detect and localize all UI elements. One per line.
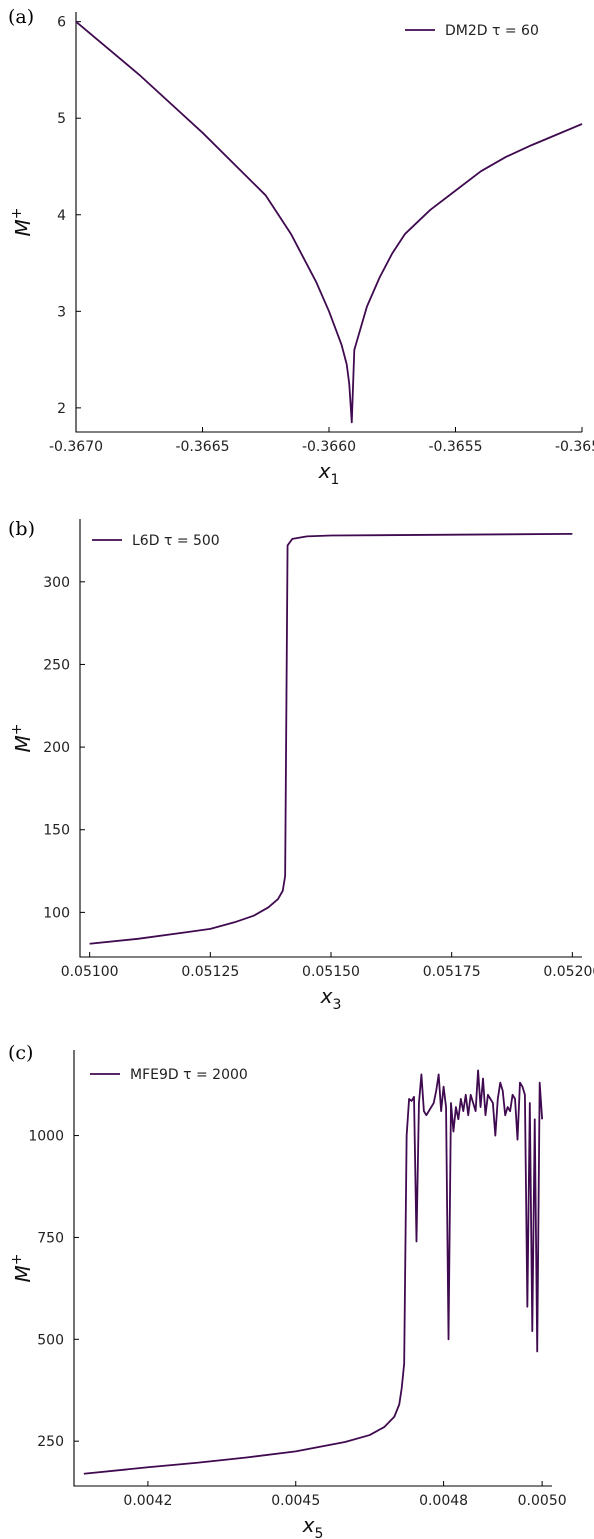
x-axis-label: x5 (302, 1513, 324, 1539)
series-line (75, 20, 583, 424)
x-tick-label: -0.3650 (555, 439, 594, 455)
y-axis-label: M+ (9, 724, 35, 753)
x-tick-label: 0.0050 (518, 1493, 567, 1509)
y-tick-label: 5 (57, 111, 66, 127)
legend: L6D τ = 500 (92, 533, 220, 549)
y-tick-label: 250 (43, 657, 70, 673)
x-axis-label: x1 (318, 459, 340, 488)
axes (75, 12, 582, 433)
x-axis-label: x3 (320, 984, 342, 1013)
legend-label: DM2D τ = 60 (445, 23, 539, 39)
x-tick-label: -0.3655 (428, 439, 482, 455)
y-tick-label: 3 (57, 304, 66, 320)
series-line (89, 532, 573, 945)
y-tick-label: 6 (57, 15, 66, 31)
x-tick-label: 0.0042 (123, 1493, 172, 1509)
panel-a: (a) -0.3670 -0.3665 -0.3660 -0.3655 -0.3650 2… (0, 0, 594, 513)
y-tick-label: 300 (43, 575, 70, 591)
y-tick-label: 200 (43, 740, 70, 756)
x-tick-label: 0.05125 (181, 964, 239, 980)
x-tick-label: 0.05200 (543, 964, 594, 980)
y-tick-label: 500 (37, 1332, 64, 1348)
y-tick-label: 4 (57, 208, 66, 224)
chart-c: 0.0042 0.0045 0.0048 0.0050 250 500 750 1000 x5 M… (9, 1050, 567, 1539)
y-tick-label: 750 (37, 1230, 64, 1246)
legend: MFE9D τ = 2000 (90, 1067, 248, 1083)
chart-b: 0.05100 0.05125 0.05150 0.05175 0.05200 100 15… (9, 519, 594, 1013)
y-tick-label: 250 (37, 1434, 64, 1450)
x-tick-label: 0.05175 (423, 964, 481, 980)
y-tick-label: 1000 (28, 1129, 64, 1145)
x-tick-label: 0.05150 (302, 964, 360, 980)
legend: DM2D τ = 60 (405, 23, 539, 39)
panel-label-b: (b) (8, 518, 35, 540)
panel-c: (c) 0.0042 0.0045 0.0048 0.0050 250 500 750 100… (0, 1026, 594, 1539)
axes (73, 1050, 552, 1487)
series-line (83, 1069, 544, 1475)
x-tick-label: -0.3665 (175, 439, 229, 455)
panel-b: (b) 0.05100 0.05125 0.05150 0.05175 0.05200 1… (0, 513, 594, 1026)
panel-label-c: (c) (8, 1042, 34, 1064)
y-axis-label: M+ (9, 208, 35, 237)
x-tick-label: 0.0045 (271, 1493, 320, 1509)
x-tick-label: -0.3660 (302, 439, 356, 455)
y-tick-label: 150 (43, 823, 70, 839)
y-tick-label: 2 (57, 401, 66, 417)
y-axis-label: M+ (9, 1254, 35, 1283)
y-tick-label: 100 (43, 905, 70, 921)
x-tick-label: -0.3670 (49, 439, 103, 455)
x-tick-label: 0.0048 (419, 1493, 468, 1509)
legend-label: L6D τ = 500 (132, 533, 220, 549)
chart-a: -0.3670 -0.3665 -0.3660 -0.3655 -0.3650 2 3 4 5 6… (9, 12, 594, 488)
legend-label: MFE9D τ = 2000 (130, 1067, 248, 1083)
panel-label-a: (a) (8, 6, 35, 28)
x-tick-label: 0.05100 (61, 964, 119, 980)
axes (79, 519, 582, 958)
